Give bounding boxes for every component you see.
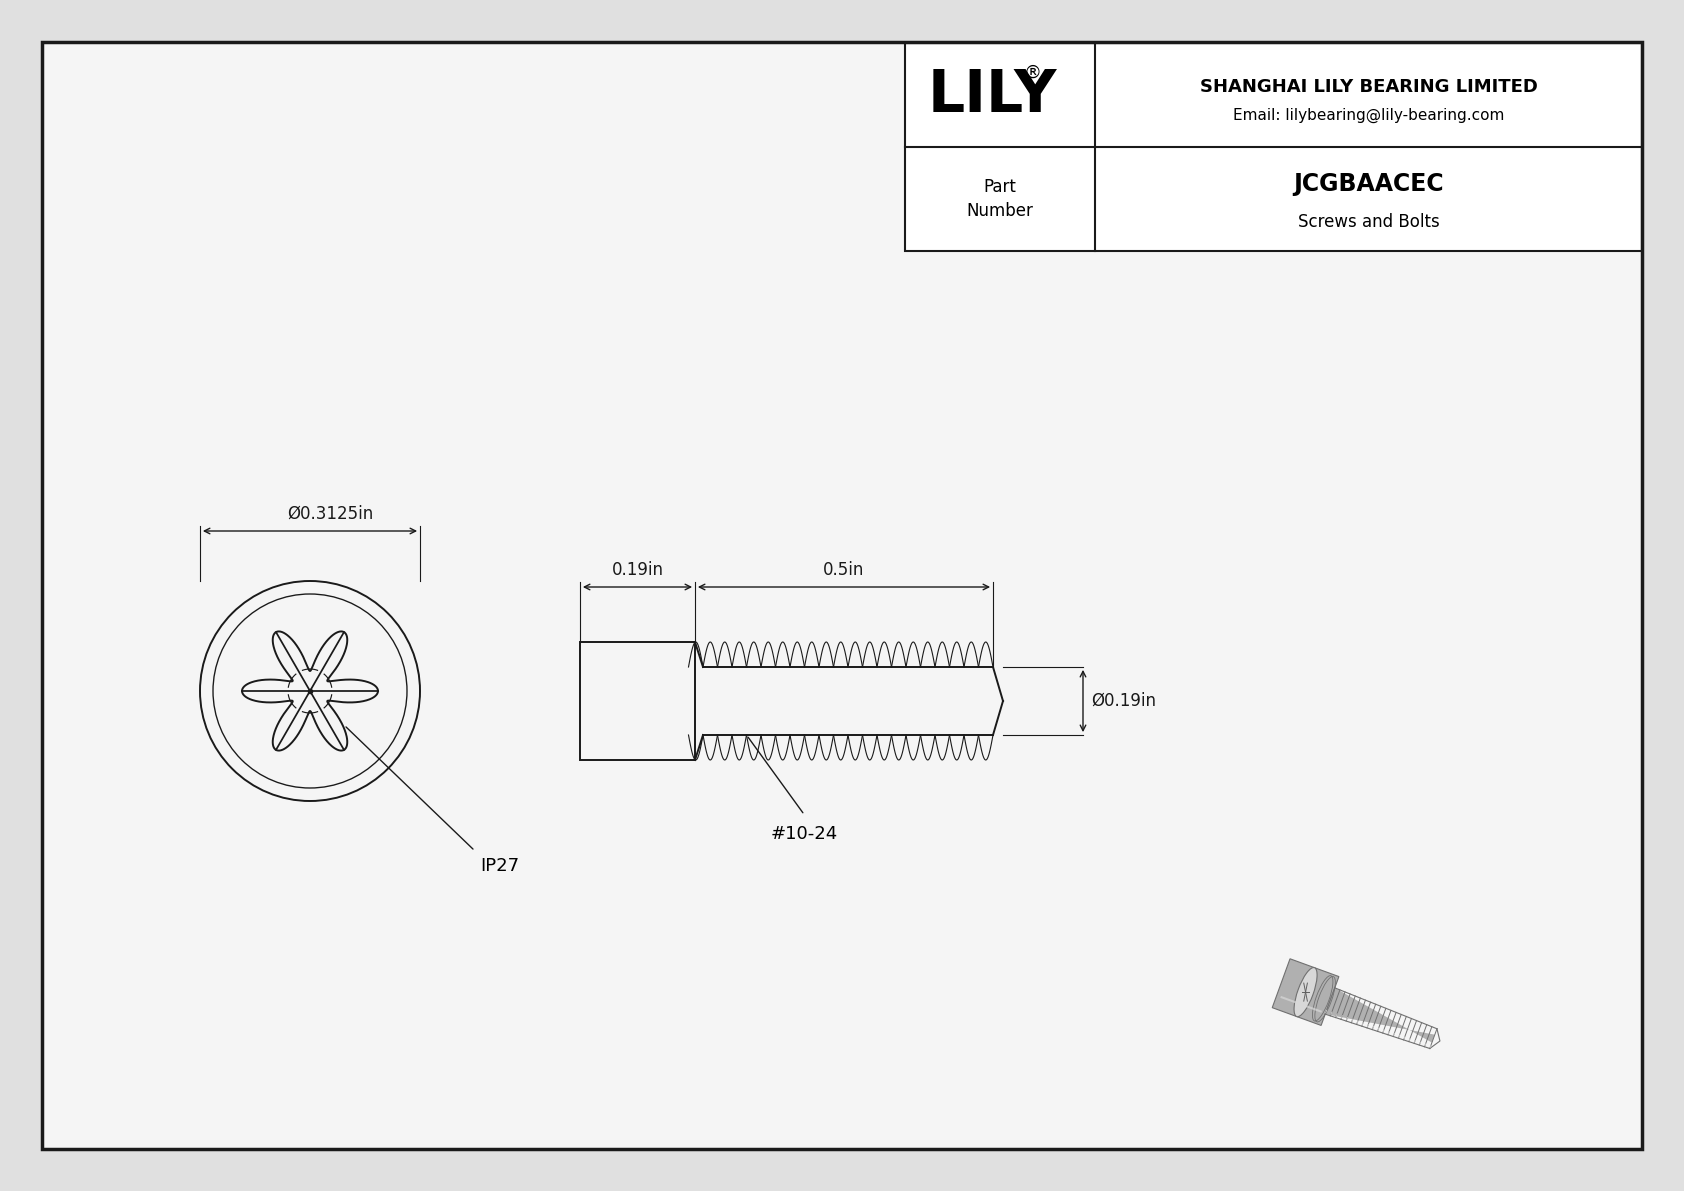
Ellipse shape [1293, 967, 1317, 1017]
Text: IP27: IP27 [480, 858, 519, 875]
Text: Ø0.19in: Ø0.19in [1091, 692, 1155, 710]
Polygon shape [1325, 987, 1435, 1042]
Text: 0.5in: 0.5in [823, 561, 864, 579]
Text: JCGBAACEC: JCGBAACEC [1293, 173, 1443, 197]
Text: ®: ® [1022, 64, 1041, 82]
Bar [579, 642, 695, 760]
Text: SHANGHAI LILY BEARING LIMITED: SHANGHAI LILY BEARING LIMITED [1199, 77, 1537, 95]
Text: #10-24: #10-24 [771, 825, 839, 843]
Text: 0.19in: 0.19in [611, 561, 663, 579]
Polygon shape [1271, 959, 1339, 1025]
Bar [904, 43, 1642, 251]
Text: Ø0.3125in: Ø0.3125in [286, 505, 374, 523]
Text: Part
Number: Part Number [967, 177, 1034, 220]
Text: Screws and Bolts: Screws and Bolts [1298, 213, 1440, 231]
Text: LILY: LILY [928, 67, 1056, 124]
Text: Email: lilybearing@lily-bearing.com: Email: lilybearing@lily-bearing.com [1233, 108, 1504, 124]
